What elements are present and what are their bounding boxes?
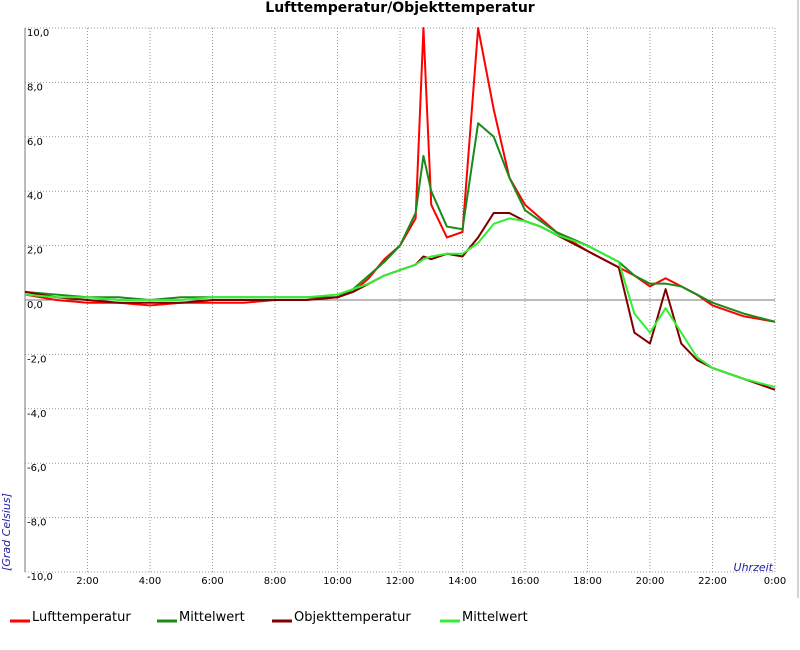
- y-tick-label: 4,0: [27, 191, 43, 202]
- x-tick-label: 18:00: [573, 576, 602, 587]
- x-tick-label: 0:00: [764, 576, 786, 587]
- legend-label: Lufttemperatur: [32, 610, 131, 625]
- y-tick-label: -10,0: [27, 572, 53, 583]
- x-axis-label: Uhrzeit: [734, 561, 774, 574]
- data-line: [24, 217, 776, 389]
- x-tick-label: 22:00: [698, 576, 727, 587]
- x-tick-label: 2:00: [76, 576, 98, 587]
- x-tick-label: 8:00: [264, 576, 286, 587]
- data-line: [24, 211, 776, 391]
- y-tick-label: 0,0: [27, 300, 43, 311]
- y-tick-label: 2,0: [27, 246, 43, 257]
- x-tick-label: 14:00: [448, 576, 477, 587]
- legend-label: Mittelwert: [462, 610, 528, 625]
- x-tick-label: 6:00: [201, 576, 223, 587]
- y-tick-label: 6,0: [27, 137, 43, 148]
- data-line: [24, 27, 776, 323]
- x-tick-label: 12:00: [386, 576, 415, 587]
- y-tick-label: 10,0: [27, 28, 49, 39]
- legend-label: Mittelwert: [179, 610, 245, 625]
- y-tick-label: -2,0: [27, 354, 47, 365]
- x-tick-label: 16:00: [511, 576, 540, 587]
- data-line: [24, 122, 776, 323]
- y-tick-label: -8,0: [27, 518, 47, 529]
- x-tick-label: 4:00: [139, 576, 161, 587]
- y-tick-label: -4,0: [27, 409, 47, 420]
- chart-title: Lufttemperatur/Objekttemperatur: [265, 0, 535, 16]
- y-axis-label: [Grad Celsius]: [0, 493, 13, 571]
- x-tick-label: 20:00: [636, 576, 665, 587]
- y-tick-label: 8,0: [27, 82, 43, 93]
- x-tick-label: 10:00: [323, 576, 352, 587]
- y-tick-label: -6,0: [27, 463, 47, 474]
- legend-label: Objekttemperatur: [294, 610, 411, 625]
